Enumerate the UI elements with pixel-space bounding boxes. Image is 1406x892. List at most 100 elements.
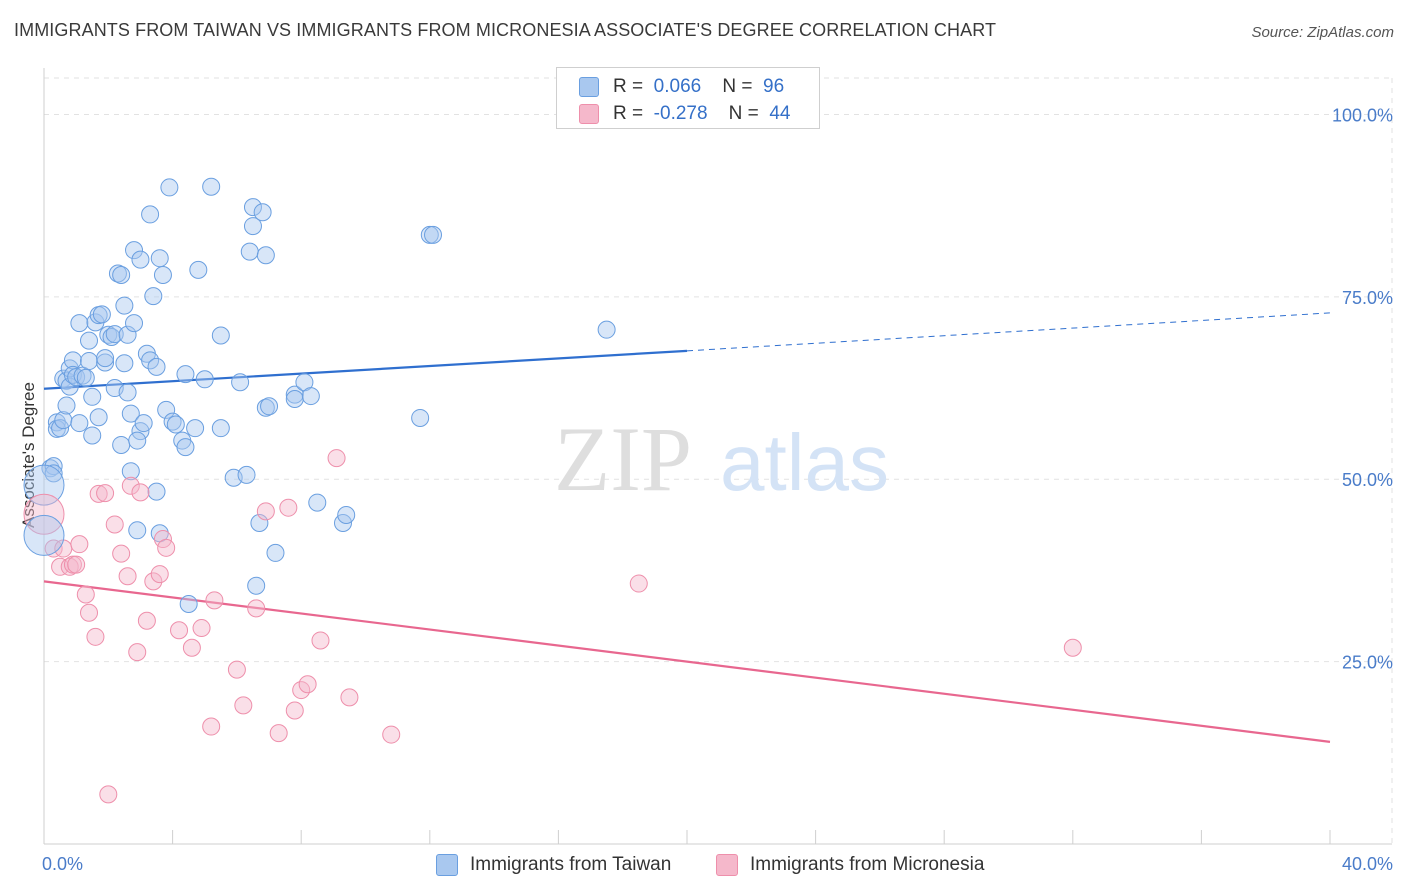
data-point [41,459,60,478]
data-point [202,717,221,736]
legend-row-micronesia: R = -0.278 N = 44 [579,101,790,127]
data-point [44,464,63,483]
data-point [99,785,118,804]
data-point [153,265,172,284]
data-point [256,246,275,265]
x-tick-label-max: 40.0% [1342,854,1393,874]
data-point [141,205,160,224]
data-point [176,365,195,384]
data-point [144,287,163,306]
data-point [308,493,327,512]
data-point [382,725,401,744]
data-point [80,352,99,371]
legend-r-label: R = [613,76,644,97]
data-point [160,178,179,197]
data-point [211,419,230,438]
data-point [150,249,169,268]
data-point [96,349,115,368]
data-point [112,435,131,454]
data-point [115,354,134,373]
legend-n-label: N = [722,76,753,97]
trend-lines [43,312,1331,743]
data-point [157,400,176,419]
data-point [234,696,253,715]
data-point [131,483,150,502]
y-tick-label: 75.0% [1342,288,1393,308]
data-point [102,327,121,346]
data-point [118,567,137,586]
data-point [170,621,189,640]
legend-n-label: N = [728,103,759,124]
legend-r-label: R = [613,103,644,124]
data-point [147,357,166,376]
data-point [243,217,262,236]
grid-lines [44,77,1393,844]
bottom-legend-swatch-taiwan [436,854,458,876]
legend-row-taiwan: R = 0.066 N = 96 [579,74,784,100]
bottom-legend-micronesia[interactable]: Immigrants from Micronesia [716,852,984,878]
data-point [128,643,147,662]
data-point [96,484,115,503]
legend-swatch-micronesia [579,104,599,124]
data-point [298,675,317,694]
data-point [231,373,250,392]
watermark-zip: ZIP [554,408,692,510]
data-point [227,660,246,679]
data-point [121,476,140,495]
data-point [131,250,150,269]
watermark-atlas: atlas [720,418,889,507]
series-micronesia [44,449,1082,804]
data-point [76,368,95,387]
data-point [118,383,137,402]
data-point [240,242,259,261]
data-point [121,462,140,481]
large-data-point [23,493,65,535]
y-tick-label: 25.0% [1342,653,1393,673]
data-point [250,514,269,533]
legend-r-value-taiwan: 0.066 [653,76,702,97]
data-point [80,331,99,350]
data-point [92,305,111,324]
data-point [327,449,346,468]
data-point [128,521,147,540]
data-point [67,368,86,387]
data-point [70,414,89,433]
data-point [125,314,144,333]
data-point [411,408,430,427]
correlation-legend: R = 0.066 N = 96 R = -0.278 N = 44 [556,67,820,129]
x-tick-label-min: 0.0% [42,854,83,874]
data-point [125,241,144,260]
trend-line-micronesia [43,580,1331,743]
bottom-legend-label-taiwan: Immigrants from Taiwan [470,854,672,875]
data-point [105,325,124,344]
data-point [301,387,320,406]
data-point [337,505,356,524]
data-point [54,411,73,430]
trend-line-taiwan [43,349,688,390]
y-axis-label: Associate's Degree [19,382,38,528]
bottom-legend-taiwan[interactable]: Immigrants from Taiwan [436,852,671,878]
data-point [89,408,108,427]
series-taiwan [41,177,616,613]
bottom-legend-label-micronesia: Immigrants from Micronesia [750,854,985,875]
data-point [96,353,115,372]
data-point [118,325,137,344]
data-point [202,177,221,196]
data-point [70,535,89,554]
axes [43,68,1392,845]
data-point [311,631,330,650]
data-point [99,325,118,344]
data-point [1063,638,1082,657]
data-point [285,701,304,720]
data-point [186,419,205,438]
data-point [112,544,131,563]
data-point [44,539,63,558]
large-data-point [23,514,65,556]
data-point [205,591,224,610]
data-point [247,576,266,595]
bottom-legend-swatch-micronesia [716,854,738,876]
data-point [115,296,134,315]
data-point [260,397,279,416]
data-point [253,203,272,222]
data-point [189,260,208,279]
